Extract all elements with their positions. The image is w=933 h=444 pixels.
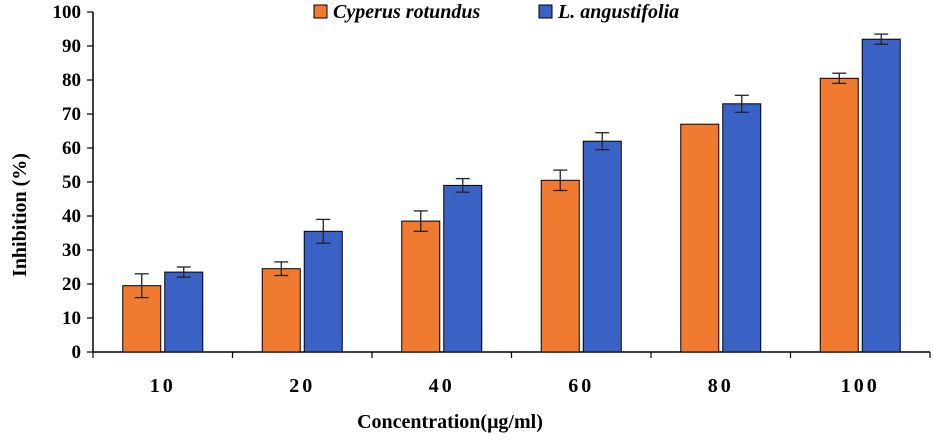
bar-cyperus-rotundus <box>819 77 859 353</box>
x-tick-label: 100 <box>841 375 880 397</box>
legend-label-cyperus-rotundus: Cyperus rotundus <box>333 1 480 23</box>
x-tick-label: 80 <box>708 375 734 397</box>
bar-cyperus-rotundus <box>401 220 441 353</box>
x-tick-label: 60 <box>568 375 594 397</box>
y-tick-label: 20 <box>62 274 81 295</box>
y-tick-label: 100 <box>53 2 82 23</box>
y-tick-label: 60 <box>62 138 81 159</box>
bar-cyperus-rotundus <box>680 123 720 353</box>
x-axis-title: Concentration(μg/ml) <box>357 411 543 433</box>
x-tick-label: 10 <box>150 375 176 397</box>
y-tick-label: 10 <box>62 308 81 329</box>
x-tick-label: 20 <box>289 375 315 397</box>
legend-swatch-cyperus-rotundus <box>313 4 328 19</box>
legend-swatch-l-angustifolia <box>538 4 553 19</box>
y-axis-title: Inhibition (%) <box>9 153 31 277</box>
y-tick-label: 90 <box>62 36 81 57</box>
y-tick-label: 70 <box>62 104 81 125</box>
bar-l-angustifolia <box>164 271 204 353</box>
bar-l-angustifolia <box>303 230 343 353</box>
bar-cyperus-rotundus <box>540 179 580 353</box>
bar-l-angustifolia <box>443 184 483 353</box>
bar-cyperus-rotundus <box>261 268 301 353</box>
y-tick-label: 80 <box>62 70 81 91</box>
y-tick-label: 30 <box>62 240 81 261</box>
y-tick-label: 50 <box>62 172 81 193</box>
bar-l-angustifolia <box>722 103 762 353</box>
legend: Cyperus rotundus L. angustifolia <box>313 1 679 23</box>
x-tick-label: 40 <box>429 375 455 397</box>
y-tick-label: 0 <box>72 342 82 363</box>
legend-label-l-angustifolia: L. angustifolia <box>557 1 679 23</box>
y-tick-label: 40 <box>62 206 81 227</box>
bar-l-angustifolia <box>861 38 901 353</box>
bar-l-angustifolia <box>582 140 622 353</box>
